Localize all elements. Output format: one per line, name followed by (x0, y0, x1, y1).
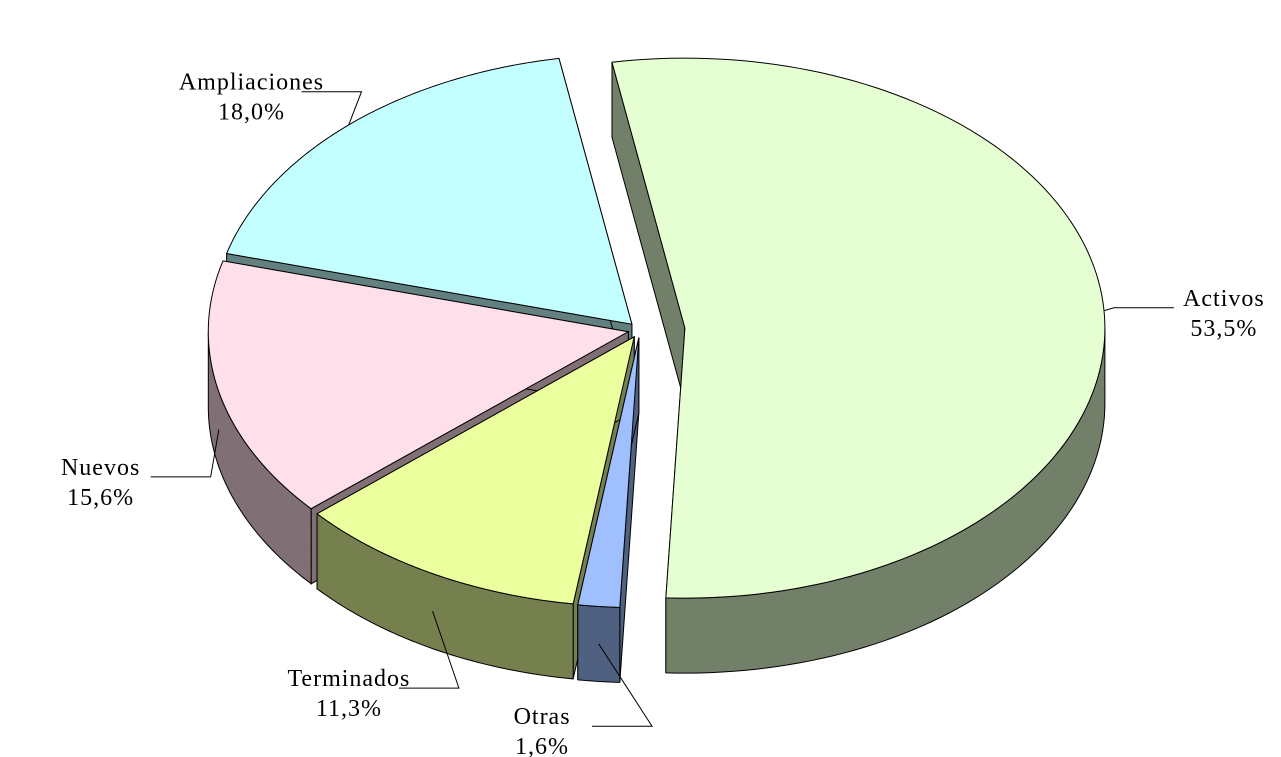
slice-side (577, 604, 621, 683)
leader-line (301, 91, 363, 126)
slice-label: Activos (1183, 286, 1265, 312)
slice-value-label: 18,0% (218, 100, 285, 126)
leader-line (592, 643, 653, 727)
slice-label: Terminados (287, 666, 410, 692)
slice-label: Nuevos (61, 455, 140, 481)
slice-value-label: 1,6% (515, 734, 569, 757)
slice (611, 57, 1106, 599)
slice (207, 260, 630, 510)
leader-line (1103, 307, 1174, 312)
leader-line (398, 610, 460, 689)
slice-value-label: 11,3% (316, 696, 382, 722)
slice-label: Ampliaciones (179, 70, 324, 96)
slice-value-label: 53,5% (1190, 316, 1257, 342)
slice-label: Otras (514, 704, 571, 730)
slice (577, 337, 640, 608)
slice-value-label: 15,6% (67, 485, 134, 511)
leader-line (150, 429, 220, 478)
slice-tops (207, 57, 1106, 608)
slice (316, 335, 635, 605)
